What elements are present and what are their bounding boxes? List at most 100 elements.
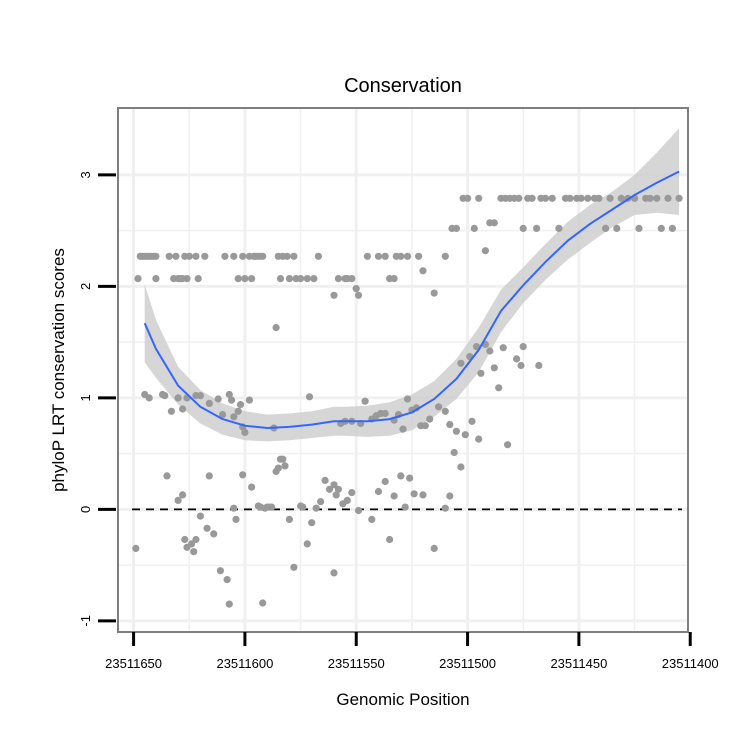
data-point xyxy=(230,252,238,260)
data-point xyxy=(330,569,338,577)
data-point xyxy=(205,472,213,480)
data-point xyxy=(354,291,363,299)
data-point xyxy=(310,275,318,283)
data-point xyxy=(303,275,311,283)
points-layer xyxy=(132,194,683,608)
data-point xyxy=(196,392,204,400)
confidence-ribbon xyxy=(144,128,680,442)
data-point xyxy=(541,194,550,202)
data-point xyxy=(457,359,465,367)
data-point xyxy=(397,472,405,480)
data-point xyxy=(635,224,643,232)
data-point xyxy=(419,267,427,275)
data-point xyxy=(472,343,481,351)
data-point xyxy=(281,462,289,470)
data-point xyxy=(297,275,305,283)
data-point xyxy=(606,194,614,202)
data-point xyxy=(399,425,407,433)
data-point xyxy=(303,540,311,548)
data-point xyxy=(464,194,472,202)
data-point xyxy=(519,224,527,232)
chart-title: Conservation xyxy=(344,75,462,97)
data-point xyxy=(499,344,507,352)
data-point xyxy=(664,194,672,202)
data-point xyxy=(368,515,376,524)
data-point xyxy=(174,394,182,402)
x-tick-label: 23511400 xyxy=(662,656,719,671)
data-point xyxy=(548,194,556,202)
data-point xyxy=(386,535,394,544)
panel-border xyxy=(117,107,689,633)
data-point xyxy=(134,275,142,283)
data-point xyxy=(312,504,320,512)
data-point xyxy=(450,448,458,457)
data-point xyxy=(299,503,307,511)
data-point xyxy=(481,247,489,255)
data-point xyxy=(452,427,460,435)
data-point xyxy=(179,405,187,413)
data-point xyxy=(187,540,196,548)
data-point xyxy=(613,224,621,232)
data-point xyxy=(446,421,454,429)
data-point xyxy=(653,194,661,202)
data-point xyxy=(441,407,449,415)
y-tick-label: -1 xyxy=(78,615,93,627)
data-point xyxy=(668,224,677,232)
data-point xyxy=(675,194,683,202)
data-point xyxy=(241,275,249,283)
data-point xyxy=(274,464,282,472)
y-tick-label: 1 xyxy=(78,394,93,401)
data-point xyxy=(196,512,204,520)
data-point xyxy=(441,252,449,260)
data-point xyxy=(232,515,240,524)
data-point xyxy=(468,417,476,425)
data-point xyxy=(403,395,412,403)
data-point xyxy=(515,194,523,202)
data-point xyxy=(223,576,231,584)
data-point xyxy=(181,535,189,544)
y-axis-label: phyloP LRT conservation scores xyxy=(49,248,68,492)
data-point xyxy=(490,219,498,227)
data-point xyxy=(285,515,293,524)
data-point xyxy=(584,194,592,202)
data-point xyxy=(617,194,625,202)
data-point xyxy=(230,504,238,512)
data-point xyxy=(225,600,233,608)
data-point xyxy=(234,407,242,415)
data-point xyxy=(577,194,585,202)
data-point xyxy=(183,275,191,283)
data-point xyxy=(228,396,236,404)
data-point xyxy=(283,252,291,260)
data-point xyxy=(334,485,342,493)
data-point xyxy=(219,411,227,419)
data-point xyxy=(285,275,293,283)
data-point xyxy=(410,490,418,498)
data-point xyxy=(272,324,280,332)
data-point xyxy=(477,369,485,377)
data-point xyxy=(205,399,213,407)
data-point xyxy=(334,275,342,283)
data-point xyxy=(363,252,371,260)
data-point xyxy=(419,491,427,499)
data-point xyxy=(276,275,285,283)
data-point xyxy=(390,492,398,500)
data-point xyxy=(406,474,414,482)
grid-lines xyxy=(118,108,688,632)
data-point xyxy=(374,487,383,496)
data-point xyxy=(421,422,429,430)
data-point xyxy=(248,483,256,491)
x-axis: 23511650 23511600 23511550 23511500 23511450… xyxy=(105,632,719,671)
data-point xyxy=(504,441,512,449)
data-point xyxy=(192,535,200,544)
data-point xyxy=(390,275,398,283)
smooth-line xyxy=(143,170,680,430)
data-point xyxy=(361,397,369,405)
data-point xyxy=(216,567,224,575)
data-point xyxy=(234,275,242,283)
data-point xyxy=(167,407,175,415)
data-point xyxy=(401,503,409,511)
data-point xyxy=(352,285,360,293)
data-point xyxy=(495,384,503,392)
data-point xyxy=(486,347,494,355)
data-point xyxy=(185,252,193,260)
